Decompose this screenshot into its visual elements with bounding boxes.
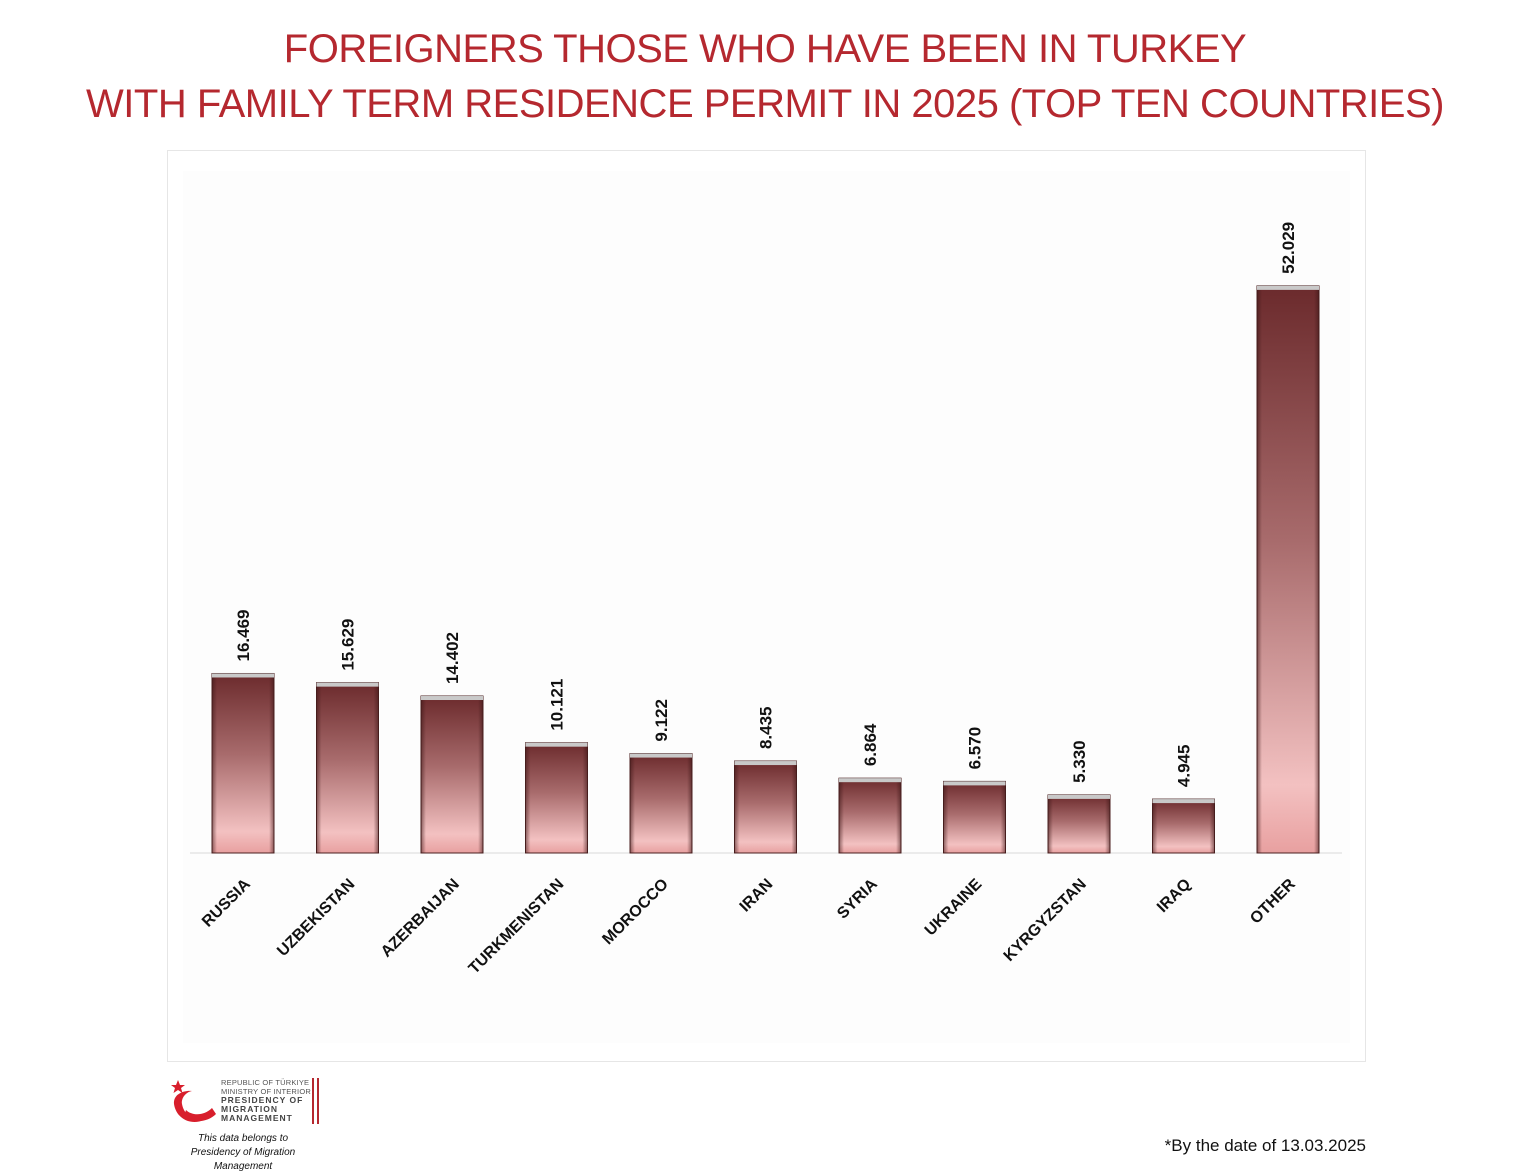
bar-bevel <box>1152 799 1215 853</box>
title-line-1: FOREIGNERS THOSE WHO HAVE BEEN IN TURKEY <box>283 27 1247 71</box>
org-line-2: MINISTRY OF INTERIOR <box>221 1087 311 1096</box>
bar-bevel <box>943 781 1006 853</box>
bar-bevel <box>1048 794 1110 853</box>
bar-top-cap <box>1048 794 1110 799</box>
category-label: IRAN <box>737 876 777 916</box>
note-line-2: Presidency of Migration Management <box>190 1147 296 1172</box>
bar-bevel <box>421 696 483 853</box>
value-labels-group: 16.469 15.629 14.402 10.121 9.122 8.435 6.864 6… <box>234 222 1298 787</box>
bar-bevel <box>316 682 379 853</box>
category-label: OTHER <box>1247 875 1299 927</box>
bar-top-cap <box>943 781 1006 786</box>
category-label: TURKMENISTAN <box>466 876 568 978</box>
data-label: 14.402 <box>443 632 462 684</box>
data-label: 15.629 <box>339 619 358 671</box>
bar-top-cap <box>630 753 692 758</box>
category-label: MOROCCO <box>599 876 671 948</box>
bar-bevel <box>1257 285 1319 853</box>
category-labels-group: RUSSIA UZBEKISTAN AZERBAIJAN TURKMENISTAN MO… <box>199 875 1299 977</box>
bar-bevel <box>525 742 588 853</box>
data-label: 6.570 <box>966 727 985 770</box>
plot-area <box>183 171 1350 1043</box>
bars-group <box>211 285 1320 854</box>
bar-top-cap <box>839 778 901 783</box>
date-note: *By the date of 13.03.2025 <box>1164 1136 1366 1155</box>
bar-top-cap <box>525 742 588 747</box>
data-label: 5.330 <box>1070 740 1089 783</box>
logo-divider <box>317 1078 319 1124</box>
category-label: IRAQ <box>1154 876 1194 916</box>
note-line-1: This data belongs to <box>197 1133 289 1144</box>
category-label: SYRIA <box>834 875 881 922</box>
data-label: 16.469 <box>234 609 253 661</box>
org-name: REPUBLIC OF TÜRKIYE MINISTRY OF INTERIOR… <box>221 1078 321 1123</box>
chart-title: FOREIGNERS THOSE WHO HAVE BEEN IN TURKEY… <box>0 22 1530 132</box>
category-label: AZERBAIJAN <box>378 876 463 961</box>
bar-top-cap <box>316 682 379 687</box>
chart-frame: 16.469 15.629 14.402 10.121 9.122 8.435 6.864 6… <box>167 150 1366 1062</box>
bar-top-cap <box>1152 799 1215 804</box>
data-label: 6.864 <box>861 723 880 766</box>
bar-top-cap <box>421 696 483 701</box>
crescent-star-bird-logo-icon <box>171 1080 216 1123</box>
data-label: 9.122 <box>652 699 671 742</box>
bar-bevel <box>212 673 274 853</box>
category-label: UKRAINE <box>922 876 986 940</box>
org-line-3: PRESIDENCY OF <box>221 1095 304 1105</box>
bar-top-cap <box>212 673 274 678</box>
bar-bevel <box>630 753 692 853</box>
bar-chart: 16.469 15.629 14.402 10.121 9.122 8.435 6.864 6… <box>190 222 1342 977</box>
data-label: 8.435 <box>757 707 776 750</box>
category-label: RUSSIA <box>199 875 254 930</box>
bar-bevel <box>734 761 797 853</box>
org-logo: REPUBLIC OF TÜRKIYE MINISTRY OF INTERIOR… <box>168 1076 328 1172</box>
org-line-4: MIGRATION MANAGEMENT <box>221 1104 293 1123</box>
bar-top-cap <box>1257 285 1319 290</box>
data-label: 52.029 <box>1279 222 1298 274</box>
data-source-note: This data belongs to Presidency of Migra… <box>168 1132 318 1174</box>
logo-divider <box>312 1078 314 1124</box>
org-line-1: REPUBLIC OF TÜRKIYE <box>221 1078 310 1087</box>
bar-bevel <box>839 778 901 853</box>
data-label: 10.121 <box>548 679 567 731</box>
category-label: KYRGYZSTAN <box>1001 876 1090 965</box>
title-line-2: WITH FAMILY TERM RESIDENCE PERMIT IN 202… <box>86 82 1444 126</box>
bar-top-cap <box>734 761 797 766</box>
data-label: 4.945 <box>1175 745 1194 788</box>
category-label: UZBEKISTAN <box>274 876 358 960</box>
